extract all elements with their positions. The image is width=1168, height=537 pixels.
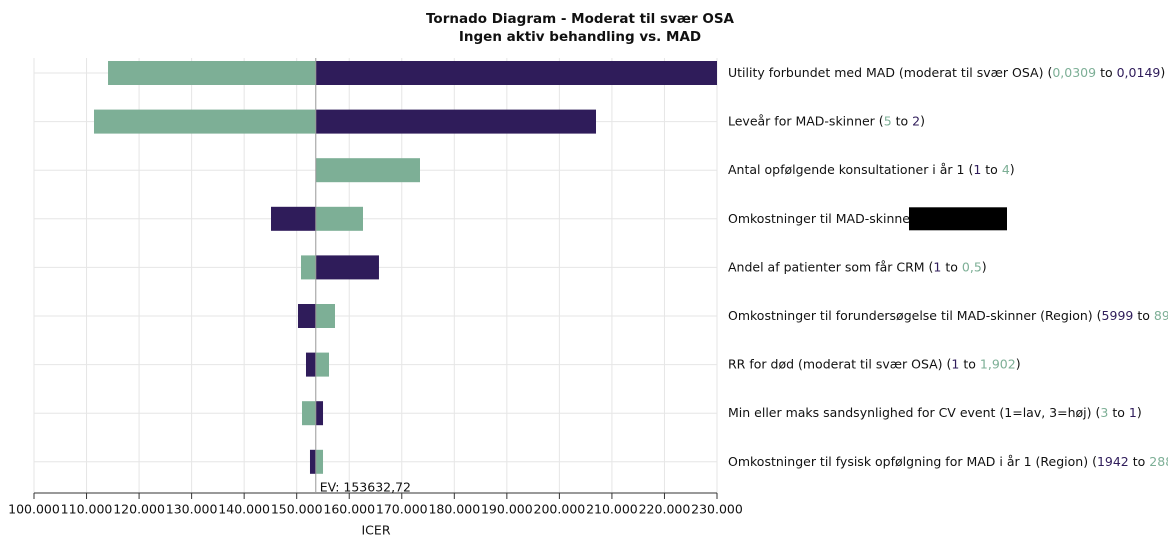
chart-subtitle: Ingen aktiv behandling vs. MAD [459,29,701,45]
x-tick-label: 160.000 [323,502,375,517]
bar [301,401,316,426]
x-tick-label: 210.000 [586,502,638,517]
category-label: Min eller maks sandsynlighed for CV even… [728,405,1142,420]
category-label: RR for død (moderat til svær OSA) (1 to … [728,356,1021,371]
x-tick-label: 190.000 [481,502,533,517]
category-name: Omkostninger til fysisk opfølgning for M… [728,453,1088,468]
range-from: 5999 [1102,308,1134,323]
bar [271,206,316,231]
category-label: Leveår for MAD-skinner (5 to 2) [728,113,925,128]
range-to: 1,902 [980,356,1016,371]
redacted-box [909,207,1007,231]
x-tick-label: 230.000 [691,502,743,517]
category-label: Antal opfølgende konsultationer i år 1 (… [728,162,1015,177]
range-to: 0,5 [962,259,982,274]
range-joiner: to [1137,308,1150,323]
range-from: 5 [884,113,892,128]
x-tick-label: 140.000 [218,502,270,517]
category-name: Antal opfølgende konsultationer i år 1 [728,162,964,177]
range-to: 8925 [1154,308,1168,323]
category-name: Leveår for MAD-skinner [728,113,876,128]
category-name: Omkostninger til MAD-skinner [728,210,916,225]
bar [305,352,316,377]
range-from: 3 [1100,405,1108,420]
bar [315,255,379,280]
range-to: 1 [1129,405,1137,420]
range-joiner: to [945,259,958,274]
range-joiner: to [1112,405,1125,420]
x-tick-label: 220.000 [639,502,691,517]
range-to: 2 [912,113,920,128]
x-tick-label: 130.000 [166,502,218,517]
range-to: 0,0149 [1117,65,1161,80]
x-tick-label: 200.000 [534,502,586,517]
category-label: Omkostninger til fysisk opfølgning for M… [728,453,1168,468]
x-tick-label: 120.000 [113,502,165,517]
bar [315,206,363,231]
bar [315,449,324,474]
category-label: Omkostninger til MAD-skinner [728,210,916,225]
bar [93,109,316,134]
category-name: Min eller maks sandsynlighed for CV even… [728,405,1092,420]
range-from: 1942 [1097,453,1129,468]
bar [315,109,597,134]
range-to: 2888 [1149,453,1168,468]
bar [315,61,717,85]
bar [309,449,316,474]
bar [315,352,330,377]
bar [315,158,421,183]
bar [301,255,316,280]
category-label: Utility forbundet med MAD (moderat til s… [728,65,1165,80]
category-name: Andel af patienter som får CRM [728,259,925,274]
category-name: Omkostninger til forundersøgelse til MAD… [728,308,1093,323]
category-label: Omkostninger til forundersøgelse til MAD… [728,308,1168,323]
x-tick-label: 170.000 [376,502,428,517]
bar [108,61,316,85]
category-name: RR for død (moderat til svær OSA) [728,356,943,371]
range-from: 1 [933,259,941,274]
range-joiner: to [985,162,998,177]
bar [298,304,316,328]
x-tick-label: 110.000 [61,502,113,517]
range-from: 1 [973,162,981,177]
x-axis-label: ICER [362,523,391,537]
range-joiner: to [896,113,909,128]
ev-label: EV: 153632,72 [320,480,411,495]
category-name: Utility forbundet med MAD (moderat til s… [728,65,1043,80]
x-tick-label: 150.000 [271,502,323,517]
x-tick-label: 180.000 [428,502,480,517]
bar [315,304,335,328]
x-tick-label: 100.000 [8,502,60,517]
range-joiner: to [1133,453,1146,468]
range-joiner: to [1100,65,1113,80]
category-label: Andel af patienter som får CRM (1 to 0,5… [728,259,987,274]
range-from: 0,0309 [1052,65,1096,80]
range-to: 4 [1002,162,1010,177]
range-from: 1 [951,356,959,371]
chart-title: Tornado Diagram - Moderat til svær OSA [426,11,735,27]
bar [315,401,324,426]
range-joiner: to [963,356,976,371]
